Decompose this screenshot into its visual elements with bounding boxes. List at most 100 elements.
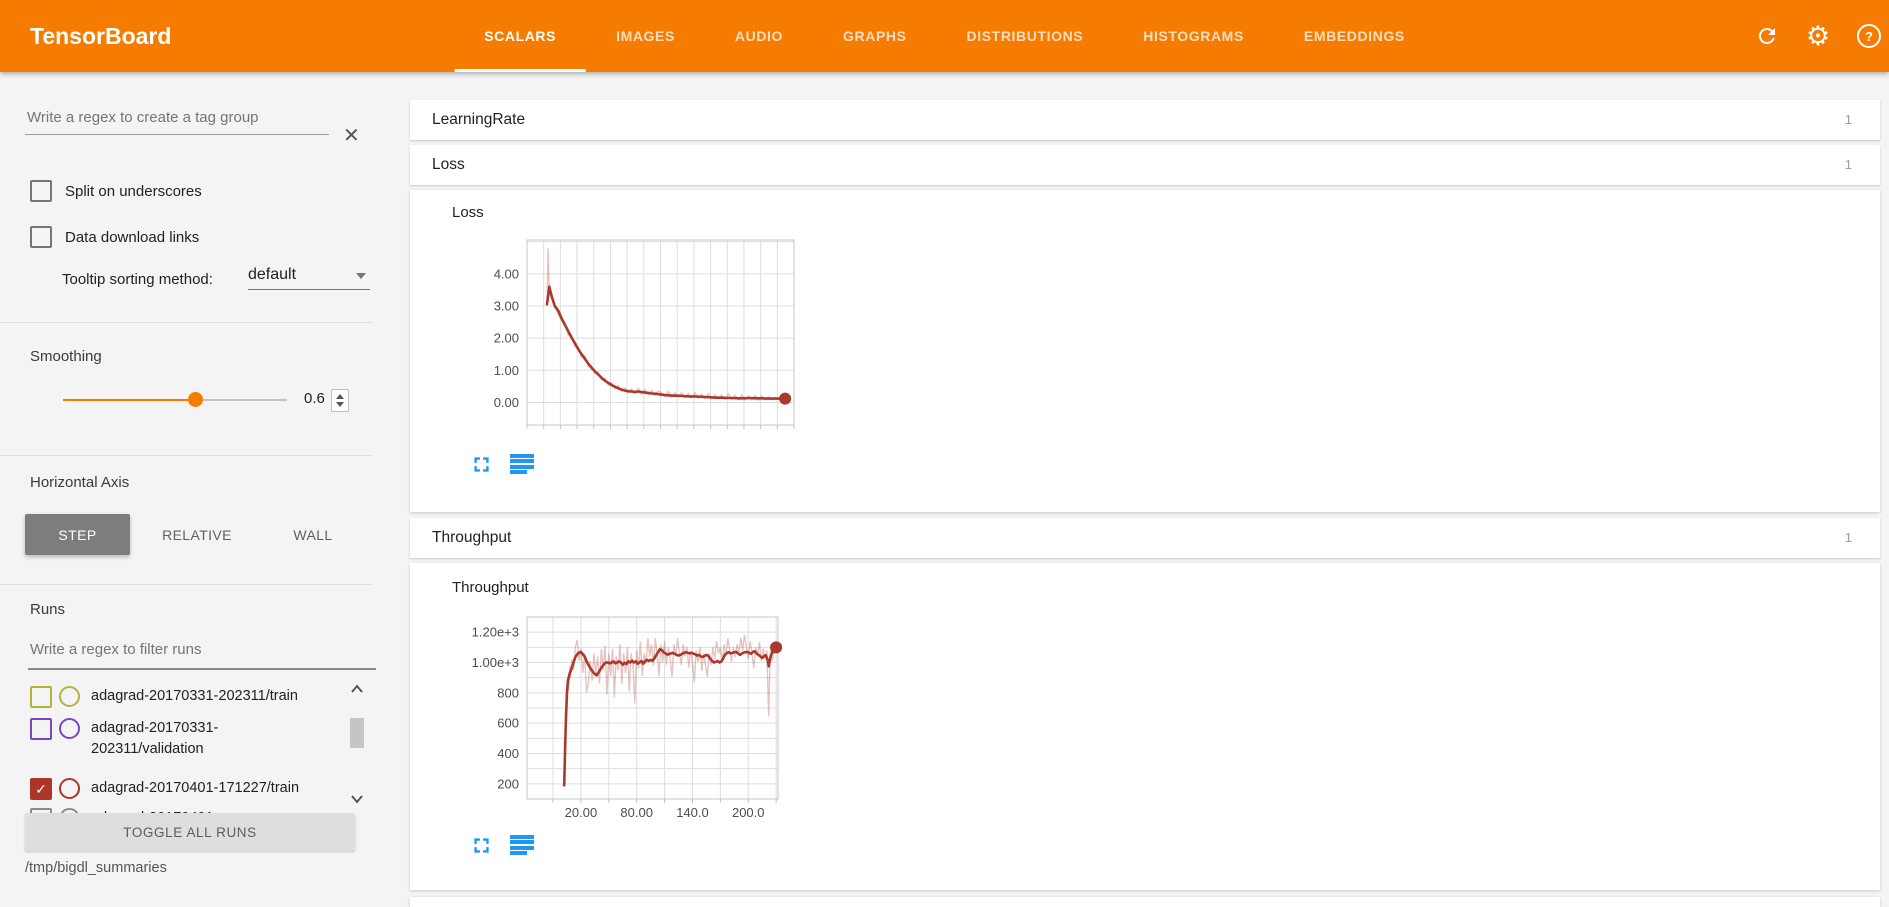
throughput-chart-title: Throughput — [452, 579, 529, 596]
throughput-card: Throughput 200 400 600 800 1.00e+3 1.20e+3 20.… — [410, 563, 1880, 890]
header-icons: ⚙ ? — [1755, 0, 1881, 72]
loss-chart-actions — [472, 454, 534, 474]
run-regex-input[interactable] — [28, 630, 376, 670]
stepper-down-icon[interactable] — [336, 402, 344, 407]
run-label: adagrad-20170401-171227/train — [91, 780, 300, 796]
tab-graphs[interactable]: GRAPHS — [843, 28, 907, 44]
divider — [0, 455, 373, 456]
divider — [0, 584, 373, 585]
slider-thumb[interactable] — [188, 392, 204, 407]
section-title: LearningRate — [432, 111, 526, 128]
tab-scalars[interactable]: SCALARS — [454, 0, 587, 72]
run-item[interactable]: adagrad-20170331-202311/train — [25, 686, 347, 708]
smoothing-label: Smoothing — [30, 348, 102, 365]
tag-regex-input[interactable] — [25, 100, 329, 135]
run-item[interactable]: adagrad-20170331-202311/validation — [25, 718, 347, 760]
svg-text:400: 400 — [497, 746, 519, 761]
checkbox-data-download-links[interactable] — [30, 226, 52, 248]
checkbox-split-on-underscores[interactable] — [30, 180, 52, 202]
help-icon[interactable]: ? — [1857, 24, 1881, 48]
run-list-scrollbar — [347, 682, 367, 808]
loss-card: Loss 0.00 1.00 2.00 3.00 4.00 — [410, 190, 1880, 512]
axis-relative-button[interactable]: RELATIVE — [141, 514, 253, 555]
run-checkbox[interactable] — [30, 686, 52, 708]
section-count: 1 — [1844, 112, 1852, 127]
svg-text:1.00e+3: 1.00e+3 — [472, 655, 519, 670]
tooltip-sort-value: default — [248, 266, 297, 283]
data-table-icon[interactable] — [510, 454, 534, 474]
svg-text:200: 200 — [497, 776, 519, 791]
tab-embeddings[interactable]: EMBEDDINGS — [1303, 28, 1405, 44]
run-checkbox[interactable] — [30, 808, 52, 816]
scroll-up-icon[interactable] — [350, 684, 364, 694]
smoothing-value: 0.6 — [304, 390, 325, 407]
option-data-download-links[interactable]: Data download links — [30, 226, 199, 248]
close-icon[interactable]: ✕ — [343, 125, 360, 147]
svg-text:1.00: 1.00 — [494, 363, 519, 378]
axis-wall-button[interactable]: WALL — [263, 514, 363, 555]
tab-histograms[interactable]: HISTOGRAMS — [1143, 28, 1244, 44]
run-label: adagrad-20170331-202311/train — [91, 688, 298, 704]
run-checkbox[interactable] — [30, 718, 52, 740]
option-label: Data download links — [65, 228, 200, 246]
svg-text:4.00: 4.00 — [494, 266, 519, 281]
divider — [0, 322, 373, 323]
svg-text:600: 600 — [497, 716, 519, 731]
dashboard-tabs: SCALARS IMAGES AUDIO GRAPHS DISTRIBUTION… — [454, 0, 1435, 72]
smoothing-slider[interactable] — [63, 399, 287, 401]
next-section-partial — [410, 897, 1880, 907]
svg-text:3.00: 3.00 — [494, 298, 519, 313]
fullscreen-icon[interactable] — [472, 455, 491, 474]
loss-chart-title: Loss — [452, 204, 484, 221]
run-label: adagrad-20170331-202311/validation — [91, 720, 219, 757]
tab-distributions[interactable]: DISTRIBUTIONS — [966, 28, 1084, 44]
throughput-chart-actions — [472, 835, 534, 855]
horizontal-axis-label: Horizontal Axis — [30, 474, 130, 491]
section-learningrate[interactable]: LearningRate 1 — [410, 100, 1880, 140]
toggle-all-runs-button[interactable]: TOGGLE ALL RUNS — [25, 813, 355, 851]
gear-icon[interactable]: ⚙ — [1805, 21, 1831, 51]
section-title: Loss — [432, 156, 465, 173]
section-loss[interactable]: Loss 1 — [410, 145, 1880, 185]
slider-fill — [63, 399, 196, 401]
svg-text:800: 800 — [497, 685, 519, 700]
section-throughput[interactable]: Throughput 1 — [410, 518, 1880, 558]
axis-step-button[interactable]: STEP — [25, 514, 130, 555]
app-header: TensorBoard SCALARS IMAGES AUDIO GRAPHS … — [0, 0, 1889, 72]
tab-audio[interactable]: AUDIO — [734, 28, 784, 44]
throughput-chart[interactable]: 200 400 600 800 1.00e+3 1.20e+3 20.00 80.00 140.… — [430, 605, 850, 845]
svg-text:140.0: 140.0 — [676, 805, 709, 820]
fullscreen-icon[interactable] — [472, 836, 491, 855]
run-checkbox[interactable]: ✓ — [30, 778, 52, 800]
svg-text:0.00: 0.00 — [494, 395, 519, 410]
run-list: adagrad-20170331-202311/train adagrad-20… — [25, 678, 347, 816]
option-split-on-underscores[interactable]: Split on underscores — [30, 180, 202, 202]
loss-chart[interactable]: 0.00 1.00 2.00 3.00 4.00 — [430, 228, 850, 438]
chevron-down-icon — [356, 273, 366, 279]
tooltip-sort-dropdown[interactable]: default — [248, 262, 370, 290]
svg-text:2.00: 2.00 — [494, 331, 519, 346]
app-title: TensorBoard — [30, 23, 172, 49]
run-color-swatch — [59, 778, 80, 799]
log-directory: /tmp/bigdl_summaries — [25, 860, 167, 876]
data-table-icon[interactable] — [510, 835, 534, 855]
runs-label: Runs — [30, 601, 66, 618]
svg-text:200.0: 200.0 — [732, 805, 765, 820]
stepper-up-icon[interactable] — [336, 394, 344, 399]
scroll-down-icon[interactable] — [350, 794, 364, 804]
tab-images[interactable]: IMAGES — [616, 28, 675, 44]
refresh-icon[interactable] — [1755, 24, 1779, 48]
svg-text:1.20e+3: 1.20e+3 — [472, 625, 519, 640]
run-item[interactable]: ✓ adagrad-20170401-171227/train — [25, 778, 347, 800]
svg-text:20.00: 20.00 — [565, 805, 598, 820]
smoothing-stepper[interactable] — [331, 389, 349, 412]
section-title: Throughput — [432, 529, 512, 546]
tooltip-sort-label: Tooltip sorting method: — [62, 271, 213, 288]
scrollbar-thumb[interactable] — [350, 718, 364, 748]
run-color-swatch — [59, 686, 80, 707]
svg-text:80.00: 80.00 — [620, 805, 653, 820]
option-label: Split on underscores — [65, 182, 202, 200]
section-count: 1 — [1844, 530, 1852, 545]
run-color-swatch — [59, 718, 80, 739]
